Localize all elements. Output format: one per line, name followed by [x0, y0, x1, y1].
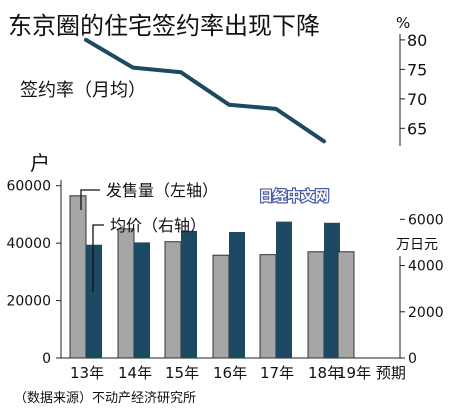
volume-bar — [164, 241, 182, 359]
left-ticks: 0 20000 40000 60000 — [6, 179, 61, 367]
x-tick-label: 16年 — [213, 364, 247, 382]
right-ticks: 0 2000 4000 6000 — [400, 212, 444, 367]
line-tick-label: 65 — [407, 119, 427, 138]
bars — [69, 195, 355, 359]
line-tick-label: 80 — [407, 31, 427, 50]
x-tick-label: 14年 — [118, 364, 152, 382]
price-bar — [86, 244, 102, 358]
legend-volume: 发售量（左轴） — [106, 181, 218, 200]
volume-bar — [117, 228, 135, 359]
legend-leader-volume — [80, 189, 100, 210]
left-tick-label: 40000 — [6, 236, 51, 252]
price-bar — [181, 230, 197, 358]
volume-bar — [307, 251, 325, 359]
right-tick-label: 0 — [408, 351, 417, 367]
volume-bar — [212, 254, 230, 359]
source-note: （数据来源）不动产经济研究所 — [14, 391, 196, 406]
line-point — [180, 71, 182, 73]
x-tick-label: 19年 预期 — [337, 364, 406, 382]
line-tick-label: 75 — [407, 60, 427, 79]
line-ticks: 65 70 75 80 — [400, 31, 427, 138]
line-series-label: 签约率（月均） — [20, 80, 146, 101]
x-tick-label: 13年 — [70, 364, 104, 382]
price-bar — [134, 242, 150, 358]
right-tick-label: 4000 — [408, 259, 444, 275]
right-tick-label: 6000 — [408, 212, 444, 228]
volume-bar — [69, 195, 87, 359]
x-tick-label: 15年 — [165, 364, 199, 382]
line-point — [323, 140, 325, 142]
volume-bar — [337, 251, 355, 359]
line-unit-label: % — [396, 14, 410, 32]
line-chart: 65 70 75 80 — [84, 31, 427, 146]
price-bar — [324, 222, 340, 358]
line-point — [275, 108, 277, 110]
right-axis-unit: 万日元 — [396, 237, 438, 253]
price-bar — [229, 232, 245, 358]
line-point — [132, 67, 134, 69]
x-tick-label: 18年 — [308, 364, 342, 382]
line-point — [85, 39, 87, 41]
volume-bar — [259, 254, 277, 359]
line-tick-label: 70 — [407, 90, 427, 109]
right-tick-label: 2000 — [408, 305, 444, 321]
left-tick-label: 0 — [42, 351, 51, 367]
left-tick-label: 20000 — [6, 294, 51, 310]
chart-title: 东京圈的住宅签约率出现下降 — [8, 12, 320, 40]
signing-rate-line — [84, 37, 326, 144]
price-bar — [276, 221, 292, 358]
bar-chart: 户 万日元 0 20000 40000 60000 0 2000 4000 6000 13年… — [6, 151, 443, 382]
line-points — [85, 39, 325, 142]
legend-price: 均价（右轴） — [110, 216, 206, 235]
watermark-logo: 日经中文网 — [259, 188, 329, 205]
x-tick-label: 17年 — [260, 364, 294, 382]
left-tick-label: 60000 — [6, 179, 51, 195]
left-axis-unit: 户 — [30, 151, 50, 175]
legend-leader-price — [92, 224, 104, 292]
line-point — [228, 104, 230, 106]
